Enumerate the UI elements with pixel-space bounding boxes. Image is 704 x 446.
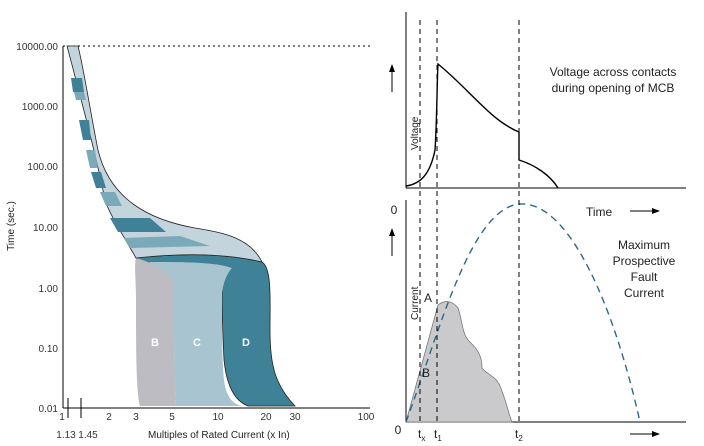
- x-tick-label: 10: [212, 412, 224, 423]
- y-tick-label: 0.10: [39, 344, 59, 355]
- band-stripe: [91, 172, 106, 188]
- y-tick-label: 1000.00: [22, 102, 59, 113]
- x-tick-label: 1: [59, 412, 65, 423]
- x-tick-label: 20: [260, 412, 272, 423]
- band-stripes: [71, 78, 210, 248]
- band-stripe: [110, 218, 166, 232]
- current-arrow-head: [389, 228, 395, 236]
- y-axis-label: Time (sec.): [6, 201, 17, 251]
- x-tick-label: 3: [133, 412, 139, 423]
- y-tick-label: 10.00: [33, 223, 58, 234]
- zone-c-region: [150, 262, 242, 406]
- voltage-curve: [405, 62, 559, 189]
- point-b-label: B: [422, 366, 430, 380]
- bottom-time-arrow-head: [652, 431, 660, 437]
- y-tick-label: 100.00: [27, 162, 58, 173]
- current-axis-label: Current: [410, 286, 421, 320]
- voltage-chart: Voltage Voltage across contacts during o…: [389, 12, 686, 219]
- x-tick-label: 5: [169, 412, 175, 423]
- y-tick-label: 0.01: [39, 404, 59, 415]
- zone-d-label: D: [242, 337, 250, 349]
- t1-label: t1: [434, 427, 442, 443]
- t2-label: t2: [515, 427, 523, 443]
- y-ticks: 10000.00 1000.00 100.00 10.00 1.00 0.10 …: [16, 42, 58, 415]
- prospective-note-line1: Maximum: [618, 238, 670, 252]
- time-current-chart: 10000.00 1000.00 100.00 10.00 1.00 0.10 …: [6, 42, 375, 441]
- voltage-note-line2: during opening of MCB: [552, 81, 675, 95]
- time-arrow-head: [652, 208, 660, 214]
- prospective-note-line3: Fault: [631, 270, 658, 284]
- voltage-axis-label: Voltage: [410, 116, 421, 150]
- prospective-note-line4: Current: [624, 286, 665, 300]
- x-tick-label: 2: [106, 412, 112, 423]
- x-axis-label: Multiples of Rated Current (x In): [148, 430, 290, 441]
- band-stripe: [79, 120, 91, 140]
- prospective-note-line2: Prospective: [613, 254, 676, 268]
- voltage-note-line1: Voltage across contacts: [550, 65, 677, 79]
- band-stripe: [71, 78, 84, 92]
- y-tick-label: 1.00: [39, 284, 59, 295]
- current-chart: 0 Current A B Maximum Prospective Fault …: [389, 20, 686, 443]
- band-stripe: [86, 150, 98, 168]
- current-zero-label: 0: [395, 423, 402, 437]
- let-through-current: [405, 301, 513, 423]
- band-stripe: [100, 192, 122, 206]
- zone-b-region: [135, 258, 176, 406]
- zone-c-label: C: [193, 337, 201, 349]
- x-tick-label: 30: [289, 412, 301, 423]
- x-tick-label: 100: [358, 412, 375, 423]
- band-stripe: [124, 236, 210, 248]
- voltage-arrow-head: [389, 64, 395, 72]
- thermal-band: [66, 45, 263, 263]
- x-extra-tick-label: 1.45: [78, 430, 98, 441]
- zone-b-label: B: [151, 337, 159, 349]
- y-tick-label: 10000.00: [16, 42, 58, 53]
- tx-label: tx: [418, 427, 425, 443]
- point-a-label: A: [424, 291, 432, 305]
- x-ticks: 1 2 3 5 10 20 30 100 1.13 1.45: [56, 398, 375, 441]
- x-extra-tick-label: 1.13: [56, 430, 76, 441]
- current-zero-label-top: 0: [391, 203, 398, 217]
- band-stripe: [74, 92, 86, 100]
- time-label: Time: [586, 205, 613, 219]
